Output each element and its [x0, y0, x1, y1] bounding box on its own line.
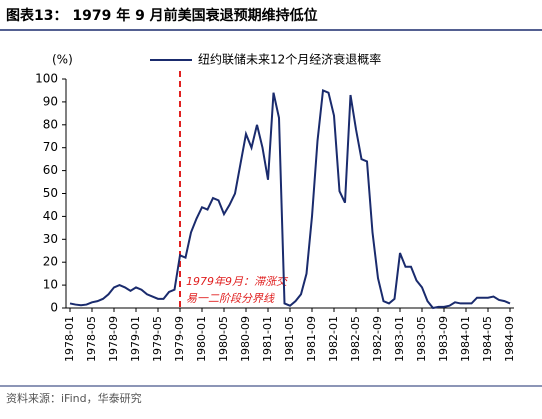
y-unit: (%) — [52, 53, 73, 67]
x-tick-label: 1979-01 — [129, 316, 142, 362]
x-tick-label: 1978-05 — [85, 316, 98, 362]
x-tick-label: 1983-05 — [415, 316, 428, 362]
annotation-text: 易一二阶段分界线 — [186, 292, 275, 305]
y-tick-label: 30 — [43, 232, 58, 246]
x-tick-label: 1978-09 — [107, 316, 120, 362]
x-tick-label: 1981-01 — [261, 316, 274, 362]
x-tick-label: 1979-09 — [173, 316, 186, 362]
y-tick-label: 80 — [43, 117, 58, 131]
y-tick-label: 50 — [43, 186, 58, 200]
y-tick-label: 40 — [43, 209, 58, 223]
y-tick-label: 70 — [43, 140, 58, 154]
data-line — [69, 89, 511, 310]
x-tick-label: 1982-05 — [349, 316, 362, 362]
y-tick-label: 0 — [50, 301, 58, 315]
legend-label: 纽约联储未来12个月经济衰退概率 — [198, 52, 381, 67]
x-tick-label: 1981-09 — [305, 316, 318, 362]
x-tick-label: 1984-09 — [503, 316, 516, 362]
annotation-text: 1979年9月：滞涨交 — [186, 275, 289, 288]
chart-title: 图表13： 1979 年 9 月前美国衰退预期维持低位 — [6, 7, 318, 24]
x-tick-label: 1982-09 — [371, 316, 384, 362]
x-tick-label: 1978-01 — [63, 316, 76, 362]
y-tick-label: 20 — [43, 255, 58, 269]
x-tick-label: 1980-09 — [239, 316, 252, 362]
y-tick-label: 90 — [43, 94, 58, 108]
x-tick-label: 1983-09 — [437, 316, 450, 362]
x-tick-label: 1982-01 — [327, 316, 340, 362]
x-tick-label: 1983-01 — [393, 316, 406, 362]
y-tick-label: 10 — [43, 278, 58, 292]
source: 资料来源：iFind，华泰研究 — [6, 391, 142, 405]
y-tick-label: 60 — [43, 163, 58, 177]
x-tick-label: 1979-05 — [151, 316, 164, 362]
x-tick-label: 1980-05 — [217, 316, 230, 362]
x-tick-label: 1981-05 — [283, 316, 296, 362]
x-tick-label: 1984-01 — [459, 316, 472, 362]
x-tick-label: 1980-01 — [195, 316, 208, 362]
x-tick-label: 1984-05 — [481, 316, 494, 362]
y-tick-label: 100 — [35, 72, 58, 86]
